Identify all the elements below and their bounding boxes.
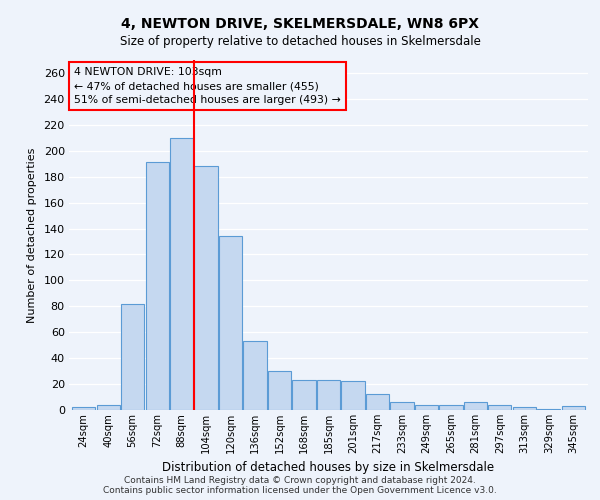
Bar bbox=[97, 405, 120, 410]
Bar bbox=[415, 405, 438, 410]
Bar bbox=[244, 342, 266, 410]
Text: Size of property relative to detached houses in Skelmersdale: Size of property relative to detached ho… bbox=[119, 35, 481, 48]
Bar bbox=[194, 166, 218, 410]
Bar bbox=[439, 405, 463, 410]
Bar bbox=[391, 402, 413, 410]
X-axis label: Distribution of detached houses by size in Skelmersdale: Distribution of detached houses by size … bbox=[163, 462, 494, 474]
Bar bbox=[219, 236, 242, 410]
Bar bbox=[170, 138, 193, 410]
Bar bbox=[488, 405, 511, 410]
Bar bbox=[341, 382, 365, 410]
Bar bbox=[537, 408, 560, 410]
Text: 4, NEWTON DRIVE, SKELMERSDALE, WN8 6PX: 4, NEWTON DRIVE, SKELMERSDALE, WN8 6PX bbox=[121, 18, 479, 32]
Bar bbox=[146, 162, 169, 410]
Bar bbox=[121, 304, 144, 410]
Bar bbox=[464, 402, 487, 410]
Bar bbox=[72, 408, 95, 410]
Text: Contains public sector information licensed under the Open Government Licence v3: Contains public sector information licen… bbox=[103, 486, 497, 495]
Bar bbox=[513, 408, 536, 410]
Bar bbox=[366, 394, 389, 410]
Text: 4 NEWTON DRIVE: 103sqm
← 47% of detached houses are smaller (455)
51% of semi-de: 4 NEWTON DRIVE: 103sqm ← 47% of detached… bbox=[74, 67, 341, 105]
Bar bbox=[268, 371, 291, 410]
Bar bbox=[317, 380, 340, 410]
Text: Contains HM Land Registry data © Crown copyright and database right 2024.: Contains HM Land Registry data © Crown c… bbox=[124, 476, 476, 485]
Y-axis label: Number of detached properties: Number of detached properties bbox=[26, 148, 37, 322]
Bar bbox=[292, 380, 316, 410]
Bar bbox=[562, 406, 585, 410]
